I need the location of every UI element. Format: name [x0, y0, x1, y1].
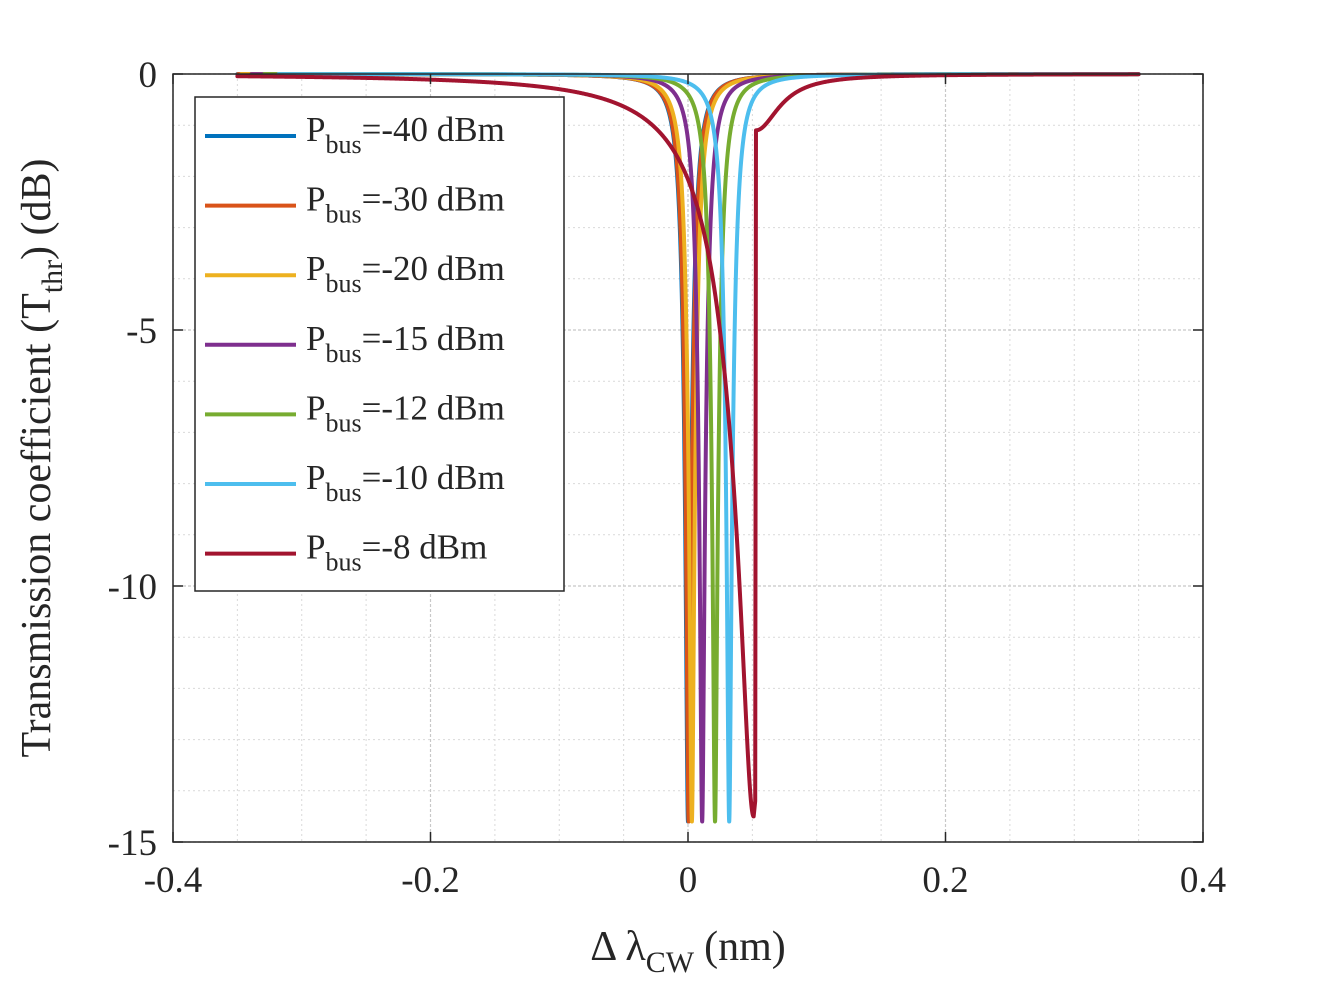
y-tick-labels: 0 -5 -10 -15	[108, 55, 157, 864]
legend-label: Pbus=-8 dBm	[306, 528, 487, 577]
legend-label-sub: bus	[325, 339, 361, 368]
x-tick-label: 0.4	[1180, 860, 1226, 901]
legend-label-sub: bus	[325, 130, 361, 159]
legend-label: Pbus=-40 dBm	[306, 110, 505, 159]
x-tick-label: 0.2	[922, 860, 968, 901]
y-tick-label: 0	[139, 55, 158, 96]
legend-label-main: P	[306, 528, 325, 567]
legend-label-rest: =-10 dBm	[362, 458, 505, 497]
legend-label-sub: bus	[325, 478, 361, 507]
legend-label-rest: =-8 dBm	[362, 528, 488, 567]
x-axis-label-sub: CW	[646, 946, 695, 979]
x-tick-label: -0.4	[144, 860, 203, 901]
x-tick-label: 0	[679, 860, 698, 901]
legend-label: Pbus=-12 dBm	[306, 388, 505, 437]
legend-label-rest: =-30 dBm	[362, 180, 505, 219]
y-axis-label: Transmission coefficient (Tthr) (dB)	[14, 158, 69, 757]
legend-label-rest: =-40 dBm	[362, 110, 505, 149]
legend-label-rest: =-15 dBm	[362, 319, 505, 358]
legend-label-sub: bus	[325, 408, 361, 437]
legend-label-sub: bus	[325, 200, 361, 229]
legend-label: Pbus=-30 dBm	[306, 180, 505, 229]
legend-label-main: P	[306, 388, 325, 427]
legend-label-rest: =-12 dBm	[362, 388, 505, 427]
legend-label-main: P	[306, 180, 325, 219]
axis-ticks	[172, 73, 1204, 843]
x-axis-label-unit: (nm)	[704, 924, 786, 970]
legend-label-main: P	[306, 110, 325, 149]
x-axis-label: Δ λCW (nm)	[590, 924, 786, 979]
legend-label-main: P	[306, 458, 325, 497]
x-axis-label-main: Δ λ	[590, 924, 646, 970]
x-tick-labels: -0.4 -0.2 0 0.2 0.4	[144, 860, 1226, 901]
y-axis-label-main: Transmission coefficient (T	[14, 293, 60, 757]
legend-label-sub: bus	[325, 269, 361, 298]
y-axis-label-unit: ) (dB)	[14, 158, 60, 259]
y-axis-label-sub: thr	[36, 260, 69, 293]
y-tick-label: -10	[108, 567, 157, 608]
legend-label: Pbus=-10 dBm	[306, 458, 505, 507]
legend-label-main: P	[306, 319, 325, 358]
y-tick-label: -15	[108, 823, 157, 864]
series-line	[235, 72, 1141, 819]
legend-label-main: P	[306, 249, 325, 288]
x-tick-label: -0.2	[401, 860, 460, 901]
legend-label: Pbus=-15 dBm	[306, 319, 505, 368]
y-tick-label: -5	[126, 311, 157, 352]
legend-label: Pbus=-20 dBm	[306, 249, 505, 298]
legend-label-rest: =-20 dBm	[362, 249, 505, 288]
legend-label-sub: bus	[325, 548, 361, 577]
